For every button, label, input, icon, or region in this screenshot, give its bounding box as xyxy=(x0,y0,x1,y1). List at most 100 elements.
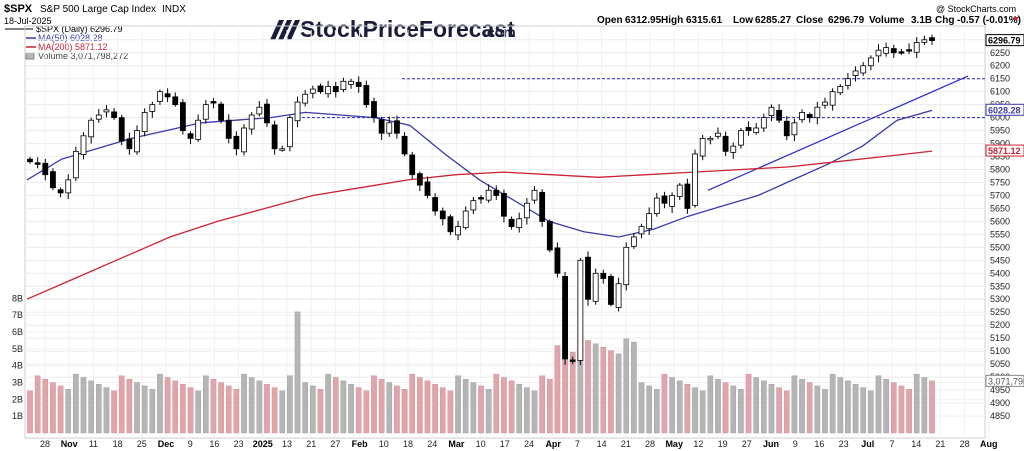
volume-bar xyxy=(493,373,500,434)
candle-body xyxy=(103,109,110,113)
volume-bar xyxy=(631,341,637,434)
volume-bar xyxy=(325,373,331,434)
candle-body xyxy=(309,88,316,94)
candle-body xyxy=(776,109,783,121)
candle-body xyxy=(172,96,179,106)
date-tick-label: 28 xyxy=(960,439,970,449)
candle-body xyxy=(699,137,706,157)
date-tick-label: 21 xyxy=(306,439,316,449)
price-tick-label: 5800 xyxy=(990,165,1010,175)
volume-bar xyxy=(65,389,72,434)
date-axis: 28 Nov 11 18 25 Dec 9 16 23 2025 13 21 27 Feb 10 18 24 Ma… xyxy=(40,439,998,449)
candle-body xyxy=(768,106,775,116)
candle-body xyxy=(592,272,599,302)
last-price-tag-text: 6296.79 xyxy=(988,36,1021,46)
date-tick-label: Feb xyxy=(352,439,369,449)
candle-body xyxy=(371,101,377,119)
date-tick-label: Apr xyxy=(545,439,561,449)
candle-body xyxy=(669,195,676,207)
copyright-text: @ StockCharts.com xyxy=(936,4,1016,14)
candle-body xyxy=(462,210,469,229)
volume-bar xyxy=(27,390,33,434)
candle-body xyxy=(814,106,821,119)
candle-body xyxy=(760,117,767,129)
chart-date: 18-Jul-2025 xyxy=(4,16,52,26)
volume-bar xyxy=(608,350,614,434)
candle-body xyxy=(791,122,798,136)
volume-bar xyxy=(271,387,278,434)
candle-body xyxy=(401,135,408,155)
date-tick-label: 24 xyxy=(524,439,534,449)
candle-body xyxy=(523,202,530,219)
logo-suffix: .com xyxy=(483,24,516,40)
candle-body xyxy=(585,256,591,300)
date-tick-label: Aug xyxy=(980,439,998,449)
date-tick-label: 14 xyxy=(597,439,607,449)
candle-body xyxy=(256,106,263,115)
candle-body xyxy=(111,111,117,119)
volume-bar xyxy=(791,375,798,434)
support-levels xyxy=(302,75,985,191)
volume-bar xyxy=(409,373,416,434)
candle-body xyxy=(218,103,225,121)
candle-body xyxy=(707,137,714,141)
volume-bar xyxy=(868,390,874,434)
volume-bar xyxy=(57,385,64,434)
candle-body xyxy=(34,162,41,165)
date-tick-label: 17 xyxy=(500,439,510,449)
candle-body xyxy=(27,158,33,163)
volume-bar xyxy=(753,377,759,434)
volume-bar xyxy=(332,377,339,434)
down-arrow-icon xyxy=(1013,17,1019,21)
date-tick-label: 16 xyxy=(814,439,824,449)
date-tick-label: 18 xyxy=(113,439,123,449)
volume-bar xyxy=(371,375,377,434)
volume-value: 3.1B xyxy=(911,15,932,26)
volume-bar xyxy=(394,385,400,434)
candle-body xyxy=(516,218,523,229)
volume-bar xyxy=(248,377,255,434)
candle-body xyxy=(432,197,439,212)
volume-bar xyxy=(424,380,431,434)
volume-bar xyxy=(806,382,813,434)
price-tick-label: 5200 xyxy=(990,320,1010,330)
date-tick-label: 28 xyxy=(645,439,655,449)
volume-bar xyxy=(546,378,553,434)
candle-body xyxy=(470,200,477,211)
chg-value: -0.57 (-0.01%) xyxy=(957,15,1021,26)
candle-body xyxy=(890,48,897,54)
date-tick-label: 18 xyxy=(403,439,413,449)
candle-body xyxy=(95,114,102,120)
volume-tick-label: 1B xyxy=(12,411,23,421)
volume-bar xyxy=(707,375,714,434)
date-tick-label: 28 xyxy=(40,439,50,449)
candle-body xyxy=(653,197,660,215)
price-tick-label: 6200 xyxy=(990,61,1010,71)
volume-bar xyxy=(516,384,523,434)
volume-bar xyxy=(654,389,660,434)
volume-bar xyxy=(195,390,201,434)
volume-bar xyxy=(615,353,622,434)
date-tick-label: 2025 xyxy=(253,439,273,449)
volume-bar xyxy=(845,380,851,434)
price-tick-label: 5650 xyxy=(990,203,1010,213)
volume-bar xyxy=(531,390,538,434)
volume-bar xyxy=(80,377,87,434)
candle-body xyxy=(271,124,278,150)
volume-tag-box xyxy=(985,374,1024,387)
chart-symbol: $SPX xyxy=(4,3,33,15)
price-axis: 6300625062006150610060506000595059005850… xyxy=(990,35,1010,421)
volume-tick-label: 2B xyxy=(12,394,23,404)
right-axis-tags: 6296.79 6028.28 5871.12 3,071,798 xyxy=(985,34,1024,387)
volume-bar xyxy=(783,390,790,434)
chart-index-name: S&P 500 Large Cap Index xyxy=(40,4,156,15)
candle-body xyxy=(883,47,890,54)
candle-body xyxy=(80,135,87,155)
candle-body xyxy=(829,91,836,106)
date-tick-label: 24 xyxy=(427,439,437,449)
candle-body xyxy=(753,127,760,134)
volume-bar xyxy=(554,345,561,434)
volume-bar xyxy=(585,340,591,434)
price-tick-label: 5700 xyxy=(990,190,1010,200)
price-tick-label: 6000 xyxy=(990,113,1010,123)
